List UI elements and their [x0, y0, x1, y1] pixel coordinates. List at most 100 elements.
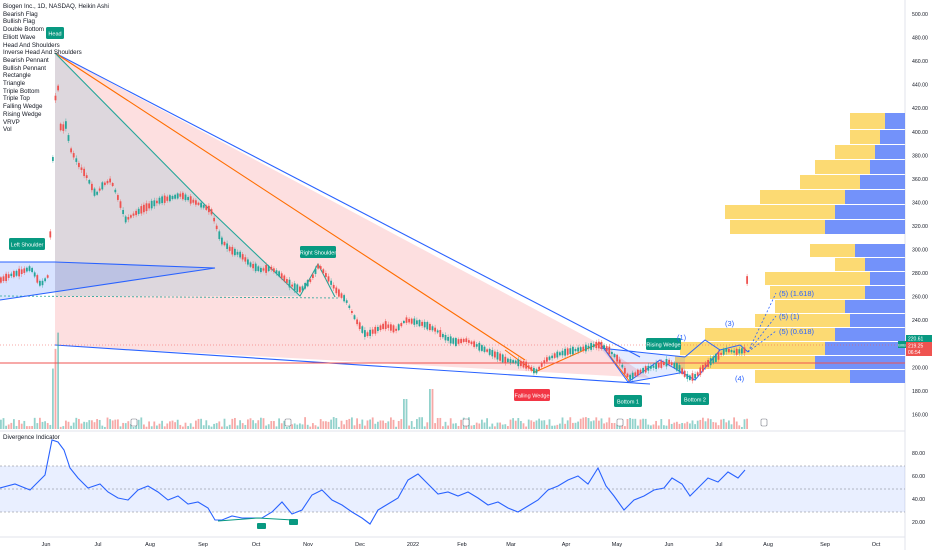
legend-item[interactable]: VRVP	[3, 118, 20, 126]
vrvp-profile	[675, 113, 905, 383]
legend-item[interactable]: Bearish Pennant	[3, 56, 49, 64]
candle-body	[332, 284, 335, 289]
candle-body	[197, 202, 200, 205]
legend-item[interactable]: Falling Wedge	[3, 103, 43, 111]
volume-bar	[670, 423, 673, 429]
candle-body	[559, 352, 561, 356]
label-right-shoulder[interactable]: Right Shoulder	[300, 246, 337, 258]
legend-item[interactable]: Double Bottom	[3, 26, 44, 34]
candle-body	[244, 257, 247, 262]
candle-body	[527, 365, 530, 369]
candle-body	[156, 200, 158, 204]
candle-body	[379, 325, 382, 331]
volume-bar	[590, 421, 592, 429]
vrvp-bar-yellow	[810, 244, 855, 257]
candle-body	[78, 162, 80, 168]
candle-body	[403, 320, 405, 324]
candle-body	[444, 335, 447, 341]
vrvp-bar-blue	[850, 370, 905, 383]
volume-bar	[405, 399, 408, 429]
divergence-indicator-panel[interactable]	[0, 439, 905, 529]
volume-bar	[15, 425, 18, 429]
label-bottom-1[interactable]: Bottom 1	[614, 395, 642, 407]
legend-item[interactable]: Bullish Flag	[3, 18, 35, 26]
candle-body	[574, 349, 577, 352]
candle-body	[582, 346, 585, 351]
candle-body	[163, 195, 166, 203]
label-bottom-2[interactable]: Bottom 2	[681, 393, 709, 405]
candle-body	[182, 192, 184, 200]
wave-label-4: (4)	[735, 374, 745, 383]
label-left-shoulder[interactable]: Left Shoulder	[9, 238, 45, 250]
candle-body	[26, 267, 28, 272]
volume-bar	[127, 421, 130, 429]
candle-body	[717, 352, 720, 360]
candle-body	[426, 322, 429, 330]
price-tick-label: 260.00	[912, 295, 928, 301]
price-axis[interactable]: 500.00 480.00 460.00 440.00 420.00 400.00 380.…	[912, 12, 928, 418]
vrvp-bar-yellow	[850, 113, 885, 129]
legend-item[interactable]: Head And Shoulders	[3, 41, 60, 49]
candle-body	[169, 195, 171, 202]
candle-body	[192, 199, 195, 203]
label-falling-wedge[interactable]: Falling Wedge	[514, 389, 550, 401]
volume-bar	[223, 418, 226, 429]
candle-body	[241, 254, 244, 260]
candle-body	[130, 215, 132, 218]
volume-bar	[2, 418, 5, 429]
candle-body	[746, 276, 748, 284]
volume-bar	[644, 418, 647, 429]
candle-body	[273, 268, 275, 272]
candle-body	[462, 338, 465, 342]
candle-body	[301, 286, 304, 291]
label-rising-wedge[interactable]: Rising Wedge	[646, 338, 681, 350]
candle-body	[7, 274, 10, 278]
svg-text:Bottom 2: Bottom 2	[684, 398, 706, 404]
candle-body	[215, 225, 218, 230]
legend-item[interactable]: Triple Bottom	[3, 87, 40, 95]
volume-bar	[678, 423, 681, 429]
candle-body	[416, 320, 418, 325]
volume-bar	[608, 417, 611, 429]
legend-item[interactable]: Elliott Wave	[3, 33, 36, 41]
volume-bar	[442, 426, 444, 429]
volume-bar	[475, 422, 478, 429]
volume-bar	[46, 423, 49, 429]
legend-item[interactable]: Vol	[3, 126, 12, 134]
volume-bar	[109, 419, 111, 429]
legend-item[interactable]: Bullish Pennant	[3, 64, 46, 72]
volume-bar	[20, 423, 23, 429]
candle-body	[486, 349, 488, 352]
volume-bar	[0, 419, 2, 429]
volume-bar	[161, 420, 163, 429]
legend-item[interactable]: Rising Wedge	[3, 110, 42, 118]
volume-bar	[423, 426, 426, 429]
volume-bar	[436, 417, 439, 429]
volume-bar	[70, 425, 72, 429]
candle-body	[33, 272, 36, 277]
rising-wedge-bottom	[629, 371, 686, 383]
legend-item[interactable]: Triangle	[3, 80, 26, 88]
candle-body	[366, 332, 369, 337]
label-head[interactable]: Head	[46, 27, 64, 39]
volume-bar	[322, 421, 325, 429]
volume-bar	[176, 419, 179, 429]
volume-bar	[304, 417, 306, 429]
time-axis[interactable]: Jun Jul Aug Sep Oct Nov Dec 2022 Feb Mar Apr May Jun…	[42, 542, 881, 548]
volume-bar	[395, 426, 397, 429]
legend-item[interactable]: Inverse Head And Shoulders	[3, 49, 82, 57]
volume-bar	[707, 418, 709, 429]
candle-body	[423, 321, 426, 328]
volume-bar	[189, 423, 192, 429]
legend-item[interactable]: Triple Top	[3, 95, 30, 103]
legend-item[interactable]: Rectangle	[3, 72, 31, 80]
legend-item[interactable]: Bearish Flag	[3, 10, 38, 18]
indicator-axis[interactable]: 80.00 60.00 40.00 20.00	[912, 451, 925, 526]
candle-body	[501, 354, 504, 363]
volume-series	[0, 332, 768, 429]
event-marker	[284, 418, 292, 427]
candle-body	[600, 341, 603, 349]
volume-bar	[637, 425, 639, 429]
volume-bar	[226, 426, 228, 429]
